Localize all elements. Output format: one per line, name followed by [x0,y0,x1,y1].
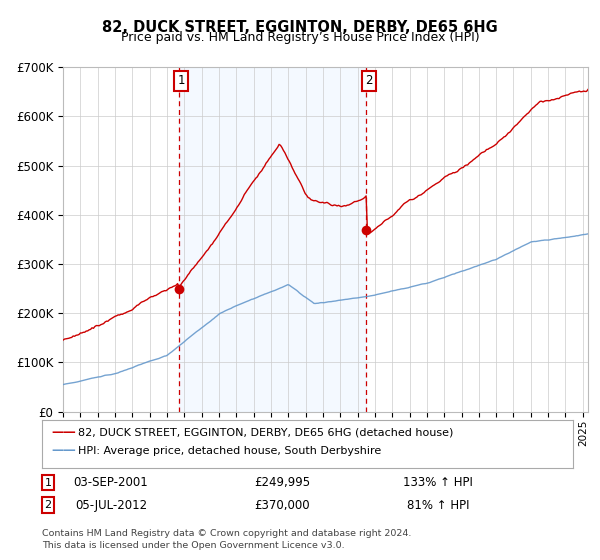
Text: 2: 2 [44,500,52,510]
Text: 05-JUL-2012: 05-JUL-2012 [75,498,147,512]
Text: £249,995: £249,995 [254,476,310,489]
Text: HPI: Average price, detached house, South Derbyshire: HPI: Average price, detached house, Sout… [78,446,381,456]
Text: This data is licensed under the Open Government Licence v3.0.: This data is licensed under the Open Gov… [42,542,344,550]
Text: Contains HM Land Registry data © Crown copyright and database right 2024.: Contains HM Land Registry data © Crown c… [42,529,412,538]
Text: £370,000: £370,000 [254,498,310,512]
Text: ——: —— [51,444,76,458]
Text: 1: 1 [44,478,52,488]
Text: 1: 1 [178,74,185,87]
Text: 81% ↑ HPI: 81% ↑ HPI [407,498,469,512]
Bar [179,67,366,412]
Text: 82, DUCK STREET, EGGINTON, DERBY, DE65 6HG (detached house): 82, DUCK STREET, EGGINTON, DERBY, DE65 6… [78,428,454,438]
Text: Price paid vs. HM Land Registry’s House Price Index (HPI): Price paid vs. HM Land Registry’s House … [121,31,479,44]
Text: ——: —— [51,426,76,440]
Text: 82, DUCK STREET, EGGINTON, DERBY, DE65 6HG: 82, DUCK STREET, EGGINTON, DERBY, DE65 6… [102,20,498,35]
Text: 03-SEP-2001: 03-SEP-2001 [74,476,148,489]
Text: 2: 2 [365,74,373,87]
Text: 133% ↑ HPI: 133% ↑ HPI [403,476,473,489]
